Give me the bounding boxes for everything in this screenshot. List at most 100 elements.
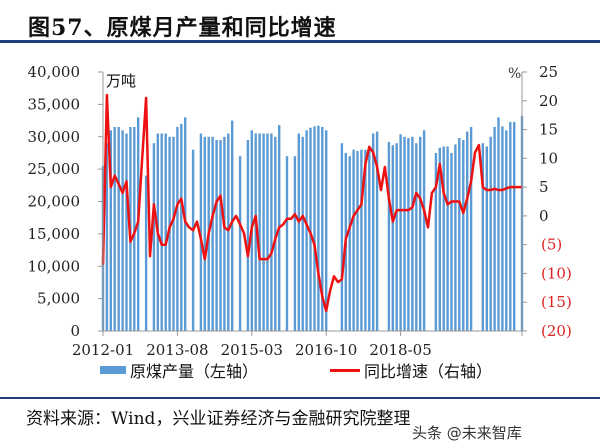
production-bar	[211, 136, 214, 332]
production-bar	[321, 127, 324, 331]
production-bar	[191, 149, 195, 331]
production-bar	[168, 136, 171, 332]
production-bar	[446, 146, 449, 331]
right-tick-label: 15	[539, 121, 558, 139]
yoy-growth-line	[101, 93, 522, 313]
x-tick-label: 2015-03	[221, 341, 283, 359]
x-tick-label: 2012-01	[72, 341, 134, 359]
production-bar	[293, 156, 297, 331]
production-bar	[462, 140, 465, 331]
right-tick-label: (5)	[541, 236, 562, 254]
right-tick-label: 25	[539, 63, 558, 81]
left-tick-label: 0	[70, 322, 80, 340]
production-bar	[266, 133, 269, 331]
left-tick-label: 20,000	[28, 193, 81, 211]
right-tick-label: 20	[539, 92, 558, 110]
production-bar	[407, 138, 410, 331]
legend-line-label: 同比增速（右轴）	[364, 362, 493, 381]
left-tick-label: 25,000	[28, 160, 81, 178]
chart-title: 图57、原煤月产量和同比增速	[28, 15, 337, 41]
production-bar	[419, 136, 422, 332]
production-bar	[113, 127, 116, 331]
x-tick-label: 2013-08	[146, 341, 208, 359]
right-tick-label: 5	[539, 178, 549, 196]
production-bar	[262, 133, 265, 331]
production-bar	[493, 127, 496, 331]
production-bars	[101, 116, 524, 332]
production-bar	[203, 136, 206, 332]
production-bar	[223, 136, 226, 332]
production-bar	[270, 133, 273, 331]
production-bar	[422, 130, 426, 331]
production-bar	[340, 143, 344, 331]
production-bar	[391, 145, 394, 331]
right-axis-ticks: 25 20 15 10 5 0 (5) (10) (15) (20)	[522, 63, 572, 340]
production-bar	[172, 136, 175, 332]
legend-bar-label: 原煤产量（左轴）	[130, 362, 259, 381]
production-bar	[438, 147, 441, 331]
production-bar	[297, 133, 300, 331]
production-bar	[227, 133, 230, 331]
production-bar	[458, 138, 461, 331]
production-bar	[348, 156, 351, 331]
production-bar	[258, 133, 261, 331]
production-bar	[152, 143, 156, 331]
production-bar	[325, 130, 328, 331]
line-swatch	[330, 368, 360, 372]
production-bar	[450, 152, 453, 331]
legend-line: 同比增速（右轴）	[330, 358, 492, 382]
production-bar	[309, 127, 312, 331]
production-bar	[364, 149, 367, 331]
production-bar	[375, 131, 379, 331]
production-bar	[489, 136, 492, 332]
production-bar	[164, 133, 167, 331]
left-unit-label: 万吨	[106, 72, 136, 90]
production-bar	[285, 156, 289, 331]
bar-swatch	[100, 366, 126, 374]
production-bar	[352, 149, 355, 331]
production-bar	[184, 117, 187, 331]
production-bar	[231, 120, 234, 331]
source-note: 资料来源：Wind，兴业证券经济与金融研究院整理	[26, 409, 411, 429]
production-bar	[501, 126, 504, 332]
right-tick-label: (10)	[541, 264, 572, 282]
left-tick-label: 15,000	[28, 225, 81, 243]
production-bar	[125, 133, 128, 331]
production-bar	[497, 117, 500, 331]
production-bar	[360, 149, 363, 331]
x-tick-label: 2016-10	[295, 341, 357, 359]
left-axis-ticks: 40,000 35,000 30,000 25,000 20,000 15,000 10,0…	[28, 63, 103, 340]
production-bar	[356, 151, 359, 331]
production-bar	[513, 121, 516, 332]
production-bar	[274, 136, 277, 332]
right-unit-label: %	[508, 66, 521, 82]
production-bar	[442, 146, 445, 331]
right-tick-label: (20)	[541, 322, 572, 340]
production-bar	[481, 143, 484, 331]
right-tick-label: 10	[539, 149, 558, 167]
production-bar	[215, 140, 218, 331]
production-bar	[301, 136, 304, 332]
left-tick-label: 5,000	[37, 290, 80, 308]
production-bar	[246, 140, 250, 331]
production-bar	[199, 133, 203, 331]
production-bar	[415, 143, 418, 331]
left-tick-label: 10,000	[28, 257, 81, 275]
legend-bar: 原煤产量（左轴）	[100, 358, 258, 382]
production-bar	[176, 127, 179, 331]
production-bar	[505, 130, 508, 331]
production-bar	[466, 131, 469, 331]
x-axis-ticks: 2012-01 2013-08 2015-03 2016-10 2018-05	[72, 331, 523, 359]
production-bar	[305, 130, 308, 331]
production-bar	[313, 126, 316, 332]
bottom-rule	[0, 397, 600, 399]
production-bar	[454, 144, 457, 331]
production-bar	[395, 143, 398, 331]
watermark: 头条 @未来智库	[412, 424, 522, 442]
production-bar	[144, 175, 148, 331]
production-bar	[387, 141, 391, 331]
production-bar	[133, 127, 136, 331]
production-bar	[403, 136, 406, 332]
production-bar	[105, 143, 109, 331]
production-bar	[121, 130, 124, 331]
